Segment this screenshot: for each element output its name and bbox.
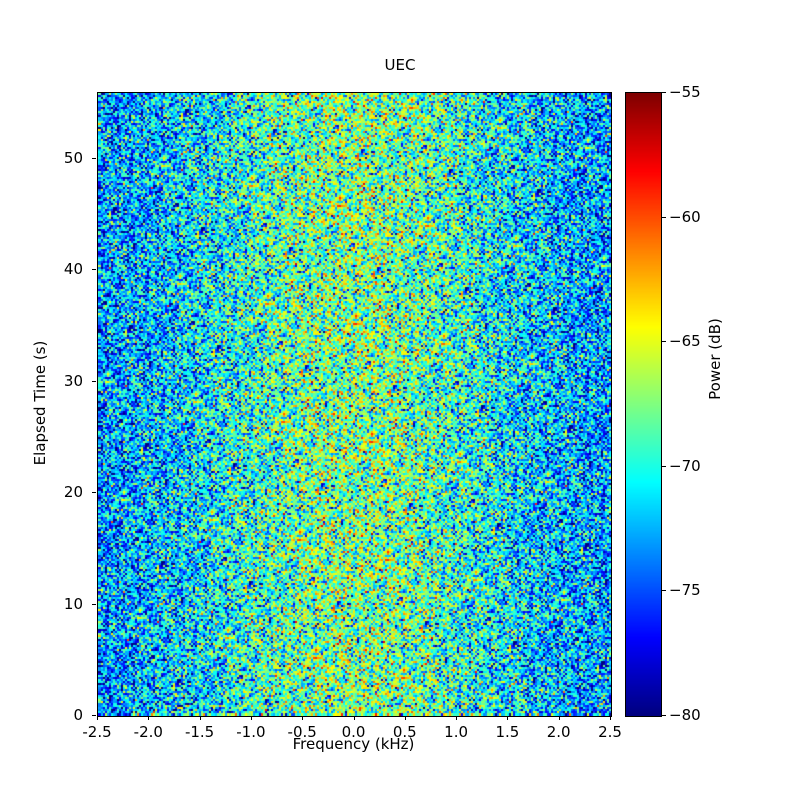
colorbar-tick-label: −70 (669, 456, 701, 475)
y-axis-tick-label: 30 (63, 371, 83, 390)
colorbar-tick-label: −55 (669, 83, 701, 101)
x-axis-tick (610, 716, 611, 720)
x-axis-tick (302, 716, 304, 720)
colorbar-tick-label: −80 (669, 706, 701, 724)
colorbar-tick (662, 92, 666, 93)
colorbar-tick-label: −60 (669, 207, 701, 226)
x-axis-tick-label: -2.0 (133, 723, 163, 741)
x-axis-tick-label: 2.0 (546, 723, 571, 741)
colorbar (625, 92, 662, 717)
colorbar-tick-label: −75 (669, 581, 701, 600)
x-axis-label: Frequency (kHz) (292, 735, 415, 753)
colorbar-tick (662, 465, 666, 467)
x-axis-tick-label: -2.5 (82, 723, 112, 741)
y-axis-tick (92, 269, 96, 271)
x-axis-tick-label: 0.0 (341, 723, 366, 741)
y-axis-label: Elapsed Time (s) (31, 340, 49, 466)
colorbar-gradient (626, 93, 661, 716)
y-axis-tick (92, 380, 96, 382)
x-axis-tick (456, 716, 458, 720)
x-axis-tick-label: 0.5 (392, 723, 417, 741)
y-axis-tick-label: 40 (63, 260, 83, 279)
y-axis-tick (92, 492, 96, 494)
x-axis-tick (404, 716, 406, 720)
x-axis-tick-label: 1.0 (444, 723, 469, 741)
colorbar-tick (662, 341, 666, 343)
y-axis-tick-label: 20 (63, 483, 83, 502)
colorbar-tick (662, 590, 666, 592)
colorbar-tick-label: −65 (669, 332, 701, 351)
x-axis-tick (558, 716, 560, 720)
x-axis-tick-label: -0.5 (287, 723, 317, 741)
x-axis-tick-label: -1.0 (236, 723, 266, 741)
x-axis-tick-label: 1.5 (495, 723, 520, 741)
y-axis-tick-label: 50 (63, 148, 83, 167)
spectrogram-plot-area (97, 92, 612, 717)
y-axis-tick-label: 0 (73, 706, 83, 724)
colorbar-label: Power (dB) (706, 318, 724, 400)
x-axis-tick (97, 716, 98, 720)
y-axis-tick-label: 10 (63, 594, 83, 613)
y-axis-tick (92, 157, 96, 159)
title-station-name: UEC (384, 56, 416, 74)
x-axis-tick-label: -1.5 (184, 723, 215, 741)
x-axis-tick (250, 716, 252, 720)
colorbar-tick (662, 715, 666, 716)
x-axis-tick (148, 716, 150, 720)
x-axis-tick (507, 716, 509, 720)
x-axis-tick (199, 716, 201, 720)
x-axis-tick-label: 2.5 (598, 723, 622, 741)
colorbar-tick (662, 216, 666, 218)
y-axis-tick (92, 715, 96, 716)
y-axis-tick (92, 603, 96, 605)
spectrogram-heatmap (98, 93, 611, 716)
x-axis-tick (353, 716, 355, 720)
